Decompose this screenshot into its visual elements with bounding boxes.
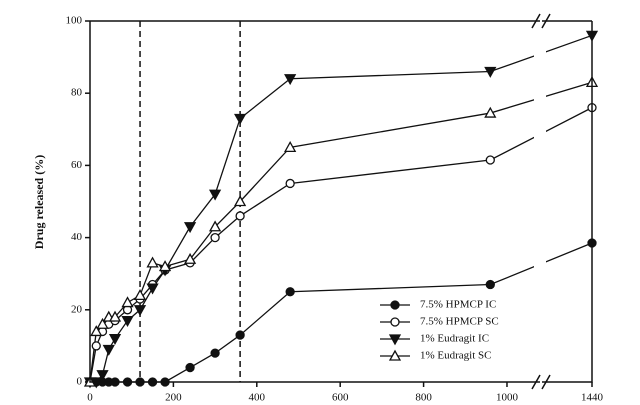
y-tick-label: 0 [77, 376, 83, 388]
legend-marker [390, 317, 400, 327]
data-point [183, 222, 197, 234]
y-tick-label: 60 [71, 159, 83, 171]
data-point [146, 283, 159, 295]
data-point [484, 106, 497, 118]
series-line [90, 34, 593, 383]
legend-marker [388, 334, 402, 346]
series-line [89, 81, 593, 383]
data-point [234, 195, 247, 207]
data-point [234, 113, 247, 125]
data-point [121, 315, 134, 327]
data-point [210, 348, 220, 358]
x-tick-label: 400 [249, 392, 266, 404]
legend-label: 7.5% HPMCP SC [420, 316, 499, 328]
y-tick-label: 20 [71, 303, 83, 315]
data-point [235, 330, 245, 340]
data-point [121, 296, 134, 308]
y-tick-label: 80 [71, 87, 83, 99]
axis-line [542, 21, 593, 383]
data-point [485, 155, 495, 165]
data-point [208, 189, 222, 201]
legend-marker [388, 349, 402, 361]
data-point [484, 66, 497, 78]
series-line [89, 107, 593, 383]
data-point [102, 344, 115, 356]
break-mark [531, 13, 551, 29]
data-point [284, 141, 297, 152]
axis-line [89, 21, 540, 383]
data-point [285, 287, 295, 297]
data-point [90, 325, 103, 337]
data-point [91, 341, 101, 351]
y-tick-label: 40 [71, 231, 83, 243]
break-mark [531, 374, 551, 390]
x-tick-label: 1440 [581, 392, 604, 404]
legend-label: 7.5% HPMCP IC [420, 299, 496, 311]
data-point [485, 279, 495, 290]
data-point [185, 362, 195, 373]
legend-label: 1% Eudragit SC [420, 350, 492, 362]
data-point [158, 260, 172, 272]
data-point [285, 178, 295, 189]
data-point [108, 310, 122, 322]
y-tick-label: 100 [66, 15, 83, 27]
x-tick-label: 0 [87, 392, 93, 404]
x-tick-label: 1000 [496, 392, 519, 404]
data-point [183, 252, 197, 264]
data-point [146, 256, 159, 268]
axis-break [534, 16, 546, 405]
legend-marker [390, 300, 400, 310]
data-point [96, 317, 109, 329]
y-axis-label: Drug released (%) [32, 155, 46, 249]
x-tick-label: 800 [415, 392, 432, 404]
data-point [96, 370, 109, 382]
data-point [133, 289, 147, 301]
data-point [133, 305, 147, 317]
data-point [284, 74, 297, 86]
data-point [208, 220, 222, 232]
data-point [210, 232, 220, 243]
data-point [108, 334, 122, 346]
data-point [235, 211, 245, 221]
legend-label: 1% Eudragit IC [420, 333, 489, 345]
x-tick-label: 600 [332, 392, 349, 404]
x-tick-label: 200 [165, 392, 182, 404]
